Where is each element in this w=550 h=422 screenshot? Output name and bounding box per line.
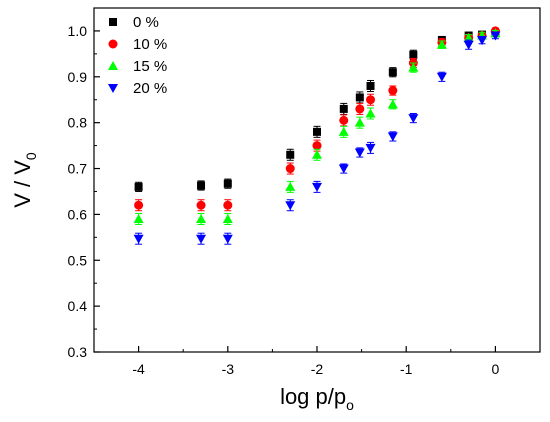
series-4 xyxy=(133,31,501,245)
y-tick-label: 0.9 xyxy=(68,69,88,85)
legend-item: 20 % xyxy=(108,80,167,97)
legend-item: 10 % xyxy=(108,36,167,53)
data-point xyxy=(354,148,365,158)
data-point xyxy=(463,40,474,50)
data-point xyxy=(338,126,349,136)
data-point xyxy=(339,115,349,125)
data-point xyxy=(223,200,233,210)
legend-marker xyxy=(108,39,118,49)
data-point xyxy=(285,201,296,211)
data-point xyxy=(312,182,322,192)
data-point xyxy=(388,86,398,96)
data-point xyxy=(285,181,296,191)
y-tick-label: 1.0 xyxy=(68,23,88,39)
legend-marker xyxy=(108,84,118,93)
data-point xyxy=(366,95,376,105)
legend-item: 15 % xyxy=(108,58,167,75)
data-point xyxy=(355,93,364,102)
data-point xyxy=(196,213,207,223)
data-point xyxy=(408,114,419,124)
y-tick-label: 0.5 xyxy=(68,252,88,268)
data-point xyxy=(355,104,365,114)
data-point xyxy=(463,32,474,42)
y-axis: 0.3 0.4 0.5 0.6 0.7 0.8 0.9 1.0 xyxy=(68,7,100,360)
data-point xyxy=(477,36,488,46)
legend: 0 % 10 % 15 % 20 % xyxy=(108,14,167,97)
legend-label: 15 % xyxy=(133,58,167,75)
y-tick-label: 0.4 xyxy=(68,298,88,314)
data-point xyxy=(365,108,376,118)
legend-marker xyxy=(108,61,118,70)
data-point xyxy=(436,39,447,49)
data-point xyxy=(490,31,501,41)
data-point xyxy=(196,200,206,210)
data-point xyxy=(312,141,322,151)
data-point xyxy=(222,213,233,223)
data-point xyxy=(313,127,321,136)
x-tick-label: 0 xyxy=(492,361,500,377)
data-point xyxy=(365,143,376,153)
y-tick-label: 0.8 xyxy=(68,115,88,131)
data-point xyxy=(436,72,447,82)
x-axis-title: log p/po xyxy=(280,384,354,413)
x-tick-label: -3 xyxy=(222,361,235,377)
x-tick-label: -2 xyxy=(311,361,324,377)
legend-item: 0 % xyxy=(109,14,159,31)
data-point xyxy=(134,200,144,210)
data-point xyxy=(223,179,232,188)
data-point xyxy=(387,99,398,109)
x-axis: -4 -3 -2 -1 0 xyxy=(93,346,541,377)
data-point xyxy=(409,50,418,59)
data-point xyxy=(388,68,397,77)
data-point xyxy=(338,164,349,174)
data-point xyxy=(366,81,375,90)
data-point xyxy=(408,62,419,72)
x-tick-label: -4 xyxy=(132,361,145,377)
y-tick-label: 0.6 xyxy=(68,206,88,222)
y-tick-label: 0.3 xyxy=(68,344,88,360)
data-point xyxy=(133,213,144,223)
data-point xyxy=(197,181,206,190)
legend-label: 10 % xyxy=(133,36,167,53)
legend-marker xyxy=(109,18,117,26)
data-point xyxy=(354,117,365,127)
data-point xyxy=(285,164,295,174)
data-point xyxy=(387,132,398,142)
data-point xyxy=(286,150,295,159)
y-tick-label: 0.7 xyxy=(68,161,88,177)
legend-label: 0 % xyxy=(133,14,159,31)
data-point xyxy=(222,234,233,244)
data-point xyxy=(134,182,143,191)
x-tick-label: -1 xyxy=(400,361,413,377)
data-point xyxy=(196,234,207,244)
data-point xyxy=(312,149,322,159)
data-point xyxy=(133,234,144,244)
series-layer xyxy=(133,26,501,245)
y-axis-title: V / V0 xyxy=(10,152,39,208)
data-point xyxy=(339,104,348,113)
legend-label: 20 % xyxy=(133,80,167,97)
